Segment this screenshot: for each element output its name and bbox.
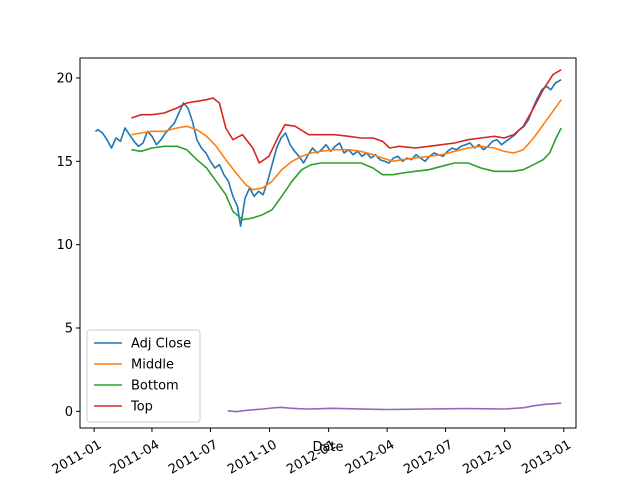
y-tick-label: 5 xyxy=(65,322,73,337)
series-line-3 xyxy=(131,69,562,164)
x-tick-label: 2011-07 xyxy=(166,437,221,477)
series-lines xyxy=(94,69,562,413)
series-line-1 xyxy=(131,99,562,191)
x-axis-label: Date xyxy=(312,440,343,455)
y-tick-label: 20 xyxy=(56,72,73,87)
y-tick-label: 0 xyxy=(65,405,73,420)
x-tick-label: 2011-10 xyxy=(225,437,280,477)
legend-label: Middle xyxy=(131,358,174,373)
series-line-0 xyxy=(94,79,562,228)
x-tick-label: 2012-07 xyxy=(401,437,456,477)
y-tick-label: 15 xyxy=(56,155,73,170)
legend-label: Bottom xyxy=(131,379,179,394)
legend-label: Adj Close xyxy=(131,337,191,352)
series-line-2 xyxy=(131,127,562,221)
series-line-4 xyxy=(227,402,562,413)
x-tick-label: 2011-01 xyxy=(50,437,105,477)
y-axis-ticks: 0 5 10 15 20 xyxy=(56,72,80,420)
legend-box xyxy=(86,329,201,423)
legend-label: Top xyxy=(130,400,153,415)
legend: Adj Close Middle Bottom Top xyxy=(86,329,201,423)
plot-frame xyxy=(79,57,577,429)
x-tick-label: 2012-04 xyxy=(343,437,398,477)
x-tick-label: 2011-04 xyxy=(108,437,163,477)
y-tick-label: 10 xyxy=(56,238,73,253)
x-tick-label: 2012-10 xyxy=(460,437,515,477)
x-tick-label: 2013-01 xyxy=(519,437,574,477)
